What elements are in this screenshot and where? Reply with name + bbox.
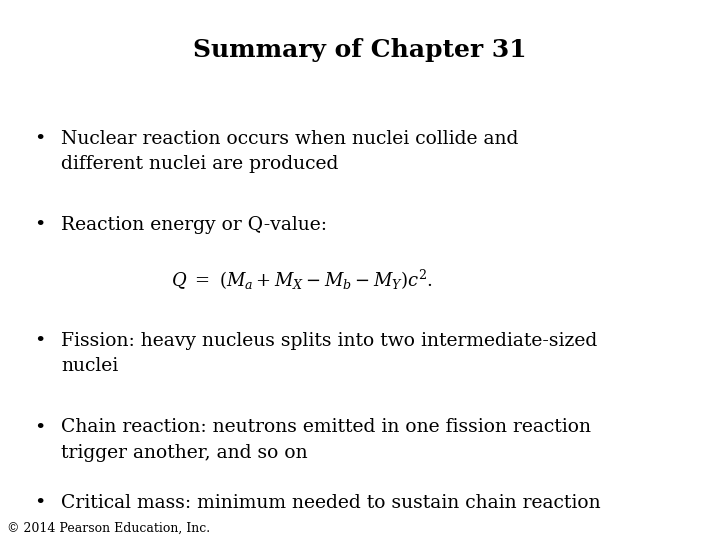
Text: •: • bbox=[34, 332, 45, 350]
Text: •: • bbox=[34, 130, 45, 147]
Text: Nuclear reaction occurs when nuclei collide and
different nuclei are produced: Nuclear reaction occurs when nuclei coll… bbox=[61, 130, 518, 173]
Text: •: • bbox=[34, 494, 45, 512]
Text: Reaction energy or Q-value:: Reaction energy or Q-value: bbox=[61, 216, 327, 234]
Text: © 2014 Pearson Education, Inc.: © 2014 Pearson Education, Inc. bbox=[7, 522, 210, 535]
Text: •: • bbox=[34, 418, 45, 436]
Text: •: • bbox=[34, 216, 45, 234]
Text: Summary of Chapter 31: Summary of Chapter 31 bbox=[193, 38, 527, 62]
Text: Critical mass: minimum needed to sustain chain reaction: Critical mass: minimum needed to sustain… bbox=[61, 494, 600, 512]
Text: Fission: heavy nucleus splits into two intermediate-sized
nuclei: Fission: heavy nucleus splits into two i… bbox=[61, 332, 598, 375]
Text: Chain reaction: neutrons emitted in one fission reaction
trigger another, and so: Chain reaction: neutrons emitted in one … bbox=[61, 418, 591, 462]
Text: $Q \ = \ (M_a + M_X - M_b - M_Y)c^2.$: $Q \ = \ (M_a + M_X - M_b - M_Y)c^2.$ bbox=[171, 267, 433, 292]
